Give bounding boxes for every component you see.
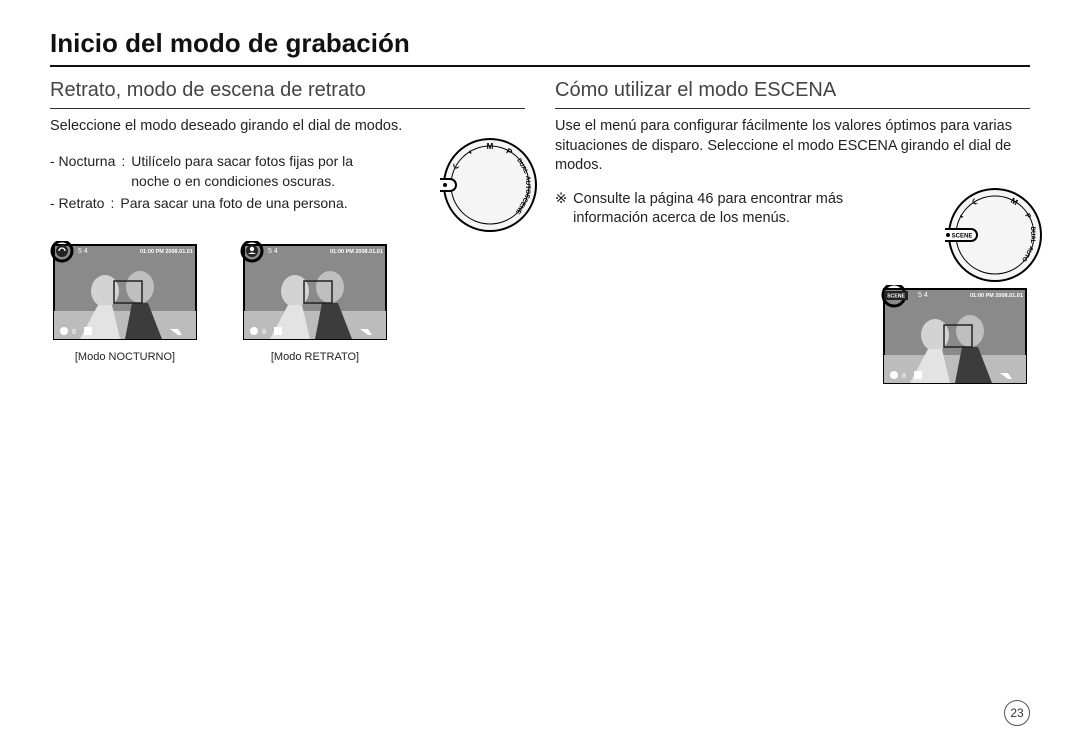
dial-selected-label: SCENE xyxy=(952,234,973,240)
right-column: Cómo utilizar el modo ESCENA Use el menú… xyxy=(555,75,1030,391)
scene-badge: SCENE xyxy=(887,293,905,299)
left-intro: Seleccione el modo deseado girando el di… xyxy=(50,117,525,137)
mode-dial-left: M P DUAL ◐ ☾ AUTO SCENE xyxy=(440,135,540,235)
page-number: 23 xyxy=(1004,700,1030,726)
right-heading: Cómo utilizar el modo ESCENA xyxy=(555,75,1030,109)
svg-text:8: 8 xyxy=(262,329,266,336)
def-key: - Retrato xyxy=(50,193,104,213)
note-text: Consulte la página 46 para encontrar más… xyxy=(573,190,865,229)
svg-text:5 4: 5 4 xyxy=(918,292,928,299)
def-colon: : xyxy=(110,193,114,213)
right-intro: Use el menú para configurar fácilmente l… xyxy=(555,117,1030,176)
def-key: - Nocturna xyxy=(50,151,115,192)
screen-time: 01:00 PM 2008.01.01 xyxy=(140,249,193,255)
camera-screen-retrato: 01:00 PM 2008.01.01 5 4 8 xyxy=(240,241,390,347)
svg-text:5 4: 5 4 xyxy=(78,248,88,255)
def-text: Utilícelo para sacar fotos fijas por la … xyxy=(131,151,390,192)
screen-time: 01:00 PM 2008.01.01 xyxy=(970,293,1023,299)
thumb-box-nocturno: 01:00 PM 2008.01.01 5 4 8 [Modo xyxy=(50,241,200,363)
left-column: Retrato, modo de escena de retrato Selec… xyxy=(50,75,525,391)
def-row: - Retrato : Para sacar una foto de una p… xyxy=(50,193,390,213)
def-colon: : xyxy=(121,151,125,192)
def-text: Para sacar una foto de una persona. xyxy=(120,193,347,213)
note-symbol-icon: ※ xyxy=(555,190,567,229)
thumb-caption: [Modo NOCTURNO] xyxy=(75,351,175,363)
definition-list: - Nocturna : Utilícelo para sacar fotos … xyxy=(50,151,390,214)
def-row: - Nocturna : Utilícelo para sacar fotos … xyxy=(50,151,390,192)
thumbnail-row: 01:00 PM 2008.01.01 5 4 8 [Modo xyxy=(50,241,525,363)
page-title: Inicio del modo de grabación xyxy=(50,28,1030,67)
camera-screen-nocturno: 01:00 PM 2008.01.01 5 4 8 xyxy=(50,241,200,347)
thumb-box-scene: 01:00 PM 2008.01.01 5 4 8 SCENE xyxy=(880,285,1030,391)
thumb-caption: [Modo RETRATO] xyxy=(271,351,359,363)
left-heading: Retrato, modo de escena de retrato xyxy=(50,75,525,109)
mode-dial-right: M P DUAL AUTO ☾ ◐ SCENE xyxy=(945,185,1045,285)
svg-text:M: M xyxy=(487,142,494,151)
svg-text:8: 8 xyxy=(72,329,76,336)
svg-text:AUTO: AUTO xyxy=(524,176,531,194)
camera-screen-scene: 01:00 PM 2008.01.01 5 4 8 SCENE xyxy=(880,285,1030,391)
svg-text:5 4: 5 4 xyxy=(268,248,278,255)
thumb-box-retrato: 01:00 PM 2008.01.01 5 4 8 [Modo RETRATO] xyxy=(240,241,390,363)
svg-text:DUAL: DUAL xyxy=(1029,227,1035,244)
note-row: ※ Consulte la página 46 para encontrar m… xyxy=(555,190,865,229)
svg-text:8: 8 xyxy=(902,373,906,380)
screen-time: 01:00 PM 2008.01.01 xyxy=(330,249,383,255)
